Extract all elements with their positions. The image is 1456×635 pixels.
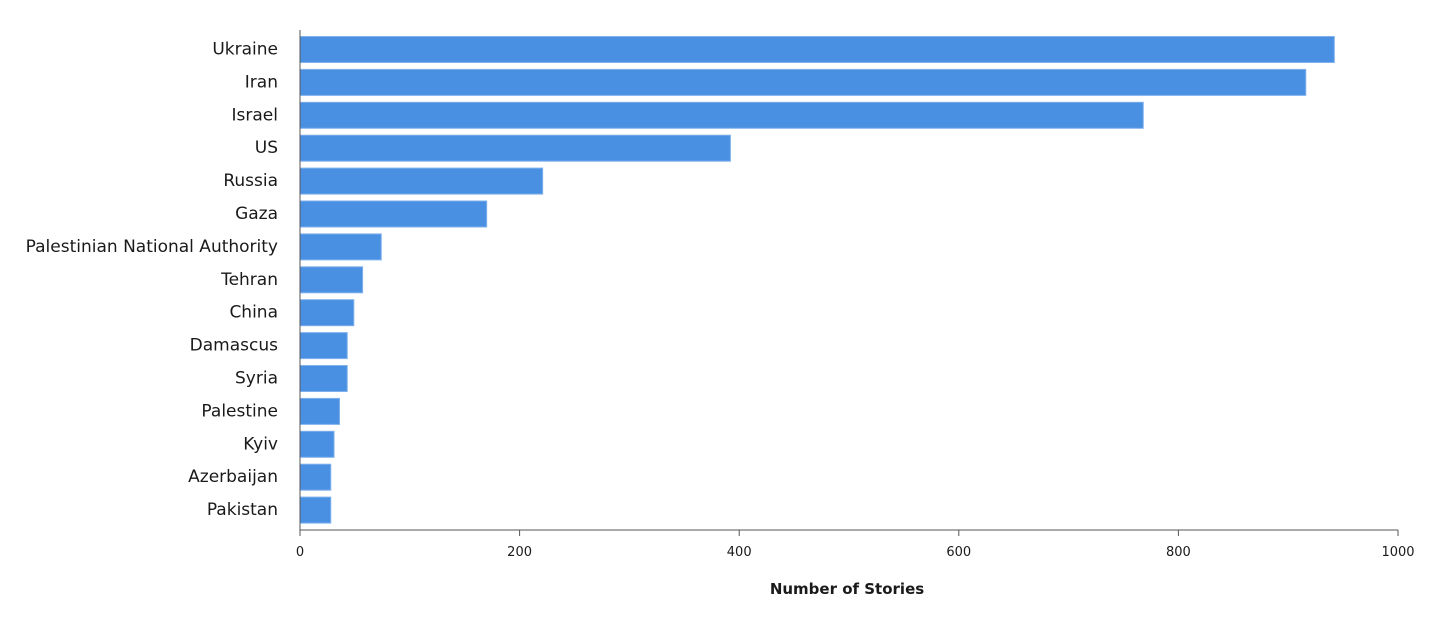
bar-israel	[299, 101, 1144, 129]
category-label: Syria	[235, 369, 278, 389]
x-axis-title: Number of Stories	[770, 580, 924, 598]
bar-damascus	[299, 332, 348, 360]
bar-palestine	[299, 397, 341, 425]
category-labels: Ukraine Iran Israel US Russia Gaza Palestinian…	[26, 40, 278, 521]
category-label: Russia	[223, 171, 278, 191]
bar-gaza	[299, 200, 488, 228]
category-label: China	[229, 303, 278, 323]
bar-palestinian-national-authority	[299, 233, 382, 261]
category-label: Iran	[245, 72, 278, 92]
bar-china	[299, 299, 355, 327]
bar-us	[299, 134, 731, 162]
x-tick-label: 800	[1166, 545, 1191, 560]
bar-azerbaijan	[299, 463, 332, 491]
category-label: Palestine	[201, 401, 278, 421]
category-label: Gaza	[235, 204, 278, 224]
category-label: Ukraine	[212, 40, 278, 60]
bar-kyiv	[299, 430, 335, 458]
x-tick-label: 1000	[1381, 545, 1414, 560]
category-label: Israel	[232, 105, 278, 125]
category-label: Palestinian National Authority	[26, 237, 278, 257]
x-tick-label: 400	[727, 545, 752, 560]
bar-iran	[299, 68, 1307, 96]
bars-group	[299, 36, 1335, 524]
x-tick-label: 0	[296, 545, 304, 560]
category-label: Azerbaijan	[188, 467, 278, 487]
bar-syria	[299, 365, 348, 392]
category-label: Kyiv	[243, 434, 278, 454]
x-ticks: 0 200 400 600 800 1000	[296, 530, 1415, 560]
bar-ukraine	[299, 36, 1335, 63]
bar-pakistan	[299, 496, 332, 524]
bar-tehran	[299, 266, 364, 294]
category-label: Pakistan	[207, 500, 278, 520]
category-label: Damascus	[190, 336, 278, 356]
x-tick-label: 600	[946, 545, 971, 560]
category-label: Tehran	[220, 270, 278, 290]
bar-russia	[299, 167, 544, 195]
x-tick-label: 200	[507, 545, 532, 560]
category-label: US	[255, 138, 278, 158]
